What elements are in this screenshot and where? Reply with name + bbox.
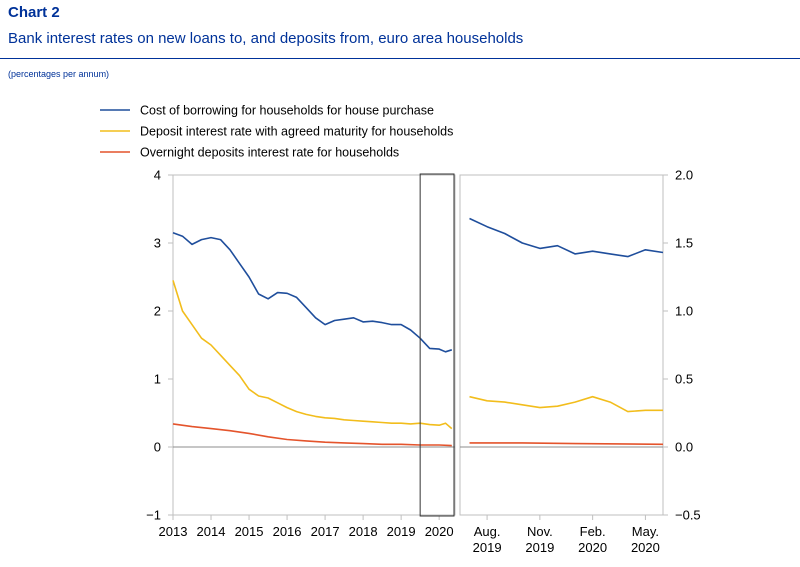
left-x-tick-label: 2017 xyxy=(311,524,340,539)
left-panel-frame xyxy=(172,174,456,516)
legend-label-deposit_agreed: Deposit interest rate with agreed maturi… xyxy=(140,125,453,139)
left-x-tick-label: 2014 xyxy=(197,524,226,539)
chart-number: Chart 2 xyxy=(8,4,60,21)
left-y-tick-label: 0 xyxy=(154,440,161,455)
right-x-tick-label-month: May. xyxy=(632,524,659,539)
left-y-tick-label: −1 xyxy=(146,508,161,523)
chart-subtitle: (percentages per annum) xyxy=(8,69,110,79)
left-y-tick-label: 1 xyxy=(154,372,161,387)
left-x-tick-label: 2018 xyxy=(349,524,378,539)
right-y-tick-label: 2.0 xyxy=(675,168,693,183)
right-x-tick-label-year: 2019 xyxy=(525,540,554,555)
left-series-borrowing xyxy=(172,232,453,353)
right-panel-frame xyxy=(459,174,664,516)
left-x-tick-label: 2015 xyxy=(235,524,264,539)
right-x-tick-label-year: 2019 xyxy=(473,540,502,555)
chart-title: Bank interest rates on new loans to, and… xyxy=(8,30,524,47)
right-x-tick-label-month: Nov. xyxy=(527,524,553,539)
left-x-tick-label: 2016 xyxy=(273,524,302,539)
left-y-tick-label: 4 xyxy=(154,168,161,183)
legend-label-overnight: Overnight deposits interest rate for hou… xyxy=(140,146,399,160)
right-y-tick-label: 0.5 xyxy=(675,372,693,387)
legend-label-borrowing: Cost of borrowing for households for hou… xyxy=(140,104,434,118)
right-y-tick-label: −0.5 xyxy=(675,508,701,523)
zoom-highlight-box xyxy=(419,173,455,517)
right-series-borrowing xyxy=(469,217,664,258)
left-y-tick-label: 3 xyxy=(154,236,161,251)
header-rule xyxy=(0,58,800,59)
right-y-tick-label: 0.0 xyxy=(675,440,693,455)
left-y-tick-label: 2 xyxy=(154,304,161,319)
right-series-deposit_agreed xyxy=(469,395,663,413)
left-x-tick-label: 2013 xyxy=(159,524,188,539)
right-series-overnight xyxy=(469,442,664,446)
left-series-deposit_agreed xyxy=(172,280,453,430)
right-x-tick-label-month: Feb. xyxy=(580,524,606,539)
right-x-tick-label-month: Aug. xyxy=(474,524,501,539)
right-x-tick-label-year: 2020 xyxy=(578,540,607,555)
left-x-tick-label: 2019 xyxy=(387,524,416,539)
right-y-tick-label: 1.0 xyxy=(675,304,693,319)
right-x-tick-label-year: 2020 xyxy=(631,540,660,555)
right-y-tick-label: 1.5 xyxy=(675,236,693,251)
left-x-tick-label: 2020 xyxy=(425,524,454,539)
left-series-overnight xyxy=(172,423,452,447)
